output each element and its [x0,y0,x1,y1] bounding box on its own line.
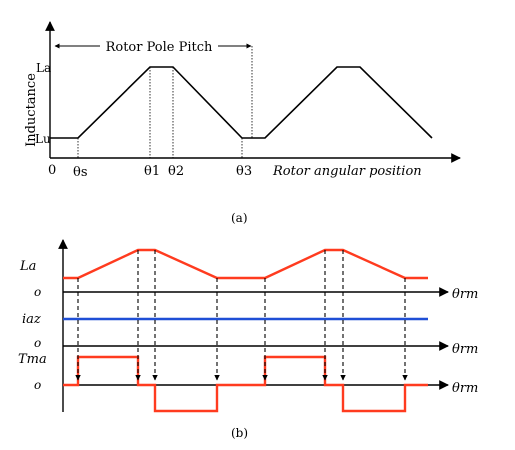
level-low-label: Lu [35,132,51,146]
zero-label: o [34,336,41,350]
pole-pitch-label: Rotor Pole Pitch [106,40,213,55]
transition-arrows [75,250,408,381]
panel-a-caption: (a) [231,211,248,225]
panel-b-caption: (b) [231,426,248,440]
row2-label: iaz [22,312,41,327]
angle-label: θs [73,165,88,180]
panel-b: La o iaz o Tma o θrm θrm θrm (b) [18,239,478,440]
guide-lines [77,46,253,158]
y-axis-label: Inductance [24,73,39,147]
origin-label: 0 [48,163,56,178]
inductance-profile [50,66,433,139]
angle-label: θ1 [144,164,160,179]
theta-rm-label: θrm [452,381,478,396]
zero-label: o [34,285,41,299]
x-axis-label: Rotor angular position [272,164,422,179]
angle-label: θ2 [168,164,184,179]
row3-label: Tma [18,352,47,367]
theta-rm-label: θrm [452,342,478,357]
torque-waveform [63,355,428,413]
level-high-label: La [36,61,51,75]
row1-label: La [19,259,36,274]
angle-label: θ3 [236,164,252,179]
inductance-waveform [63,248,428,280]
panel-a: Rotor Pole Pitch Inductance La Lu 0 θs θ… [24,21,461,225]
theta-rm-label: θrm [452,287,478,302]
zero-label: o [34,378,41,392]
